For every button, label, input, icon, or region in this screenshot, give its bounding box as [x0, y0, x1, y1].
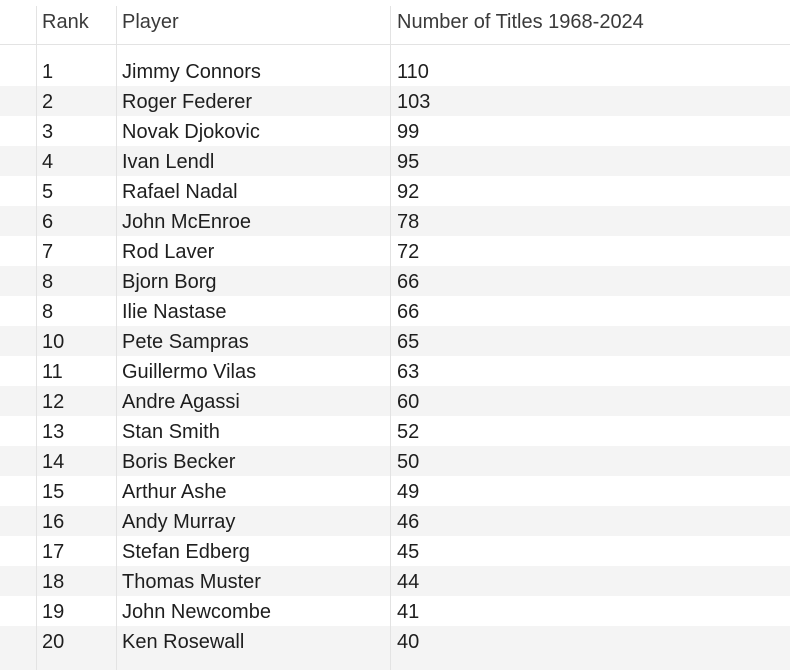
cell-rank: 2	[42, 91, 54, 113]
table-body: 1 Jimmy Connors 110 2 Roger Federer 103 3 Novak…	[0, 56, 790, 670]
column-divider[interactable]	[116, 6, 117, 670]
cell-rank: 1	[42, 61, 54, 83]
cell-titles: 40	[397, 631, 420, 653]
cell-player: Jimmy Connors	[122, 61, 261, 83]
cell-rank: 5	[42, 181, 54, 203]
cell-player: Stan Smith	[122, 421, 220, 443]
cell-titles: 52	[397, 421, 420, 443]
cell-player: Rod Laver	[122, 241, 215, 263]
cell-rank: 12	[42, 391, 65, 413]
cell-player: Guillermo Vilas	[122, 361, 257, 383]
cell-player: John Newcombe	[122, 601, 271, 623]
table-row[interactable]: 3 Novak Djokovic 99	[0, 116, 790, 146]
table-row[interactable]: 4 Ivan Lendl 95	[0, 146, 790, 176]
cell-rank: 10	[42, 331, 65, 353]
cell-titles: 50	[397, 451, 420, 473]
cell-rank: 7	[42, 241, 54, 263]
cell-titles: 49	[397, 481, 420, 503]
cell-player: Ivan Lendl	[122, 151, 215, 173]
cell-titles: 95	[397, 151, 420, 173]
cell-rank: 4	[42, 151, 54, 173]
cell-rank: 8	[42, 271, 54, 293]
cell-player: Thomas Muster	[122, 571, 261, 593]
cell-titles: 66	[397, 301, 420, 323]
cell-rank: 14	[42, 451, 65, 473]
cell-rank: 19	[42, 601, 65, 623]
cell-rank: 20	[42, 631, 65, 653]
cell-rank: 8	[42, 301, 54, 323]
column-header-rank[interactable]: Rank	[42, 11, 89, 33]
table-row[interactable]: 6 John McEnroe 78	[0, 206, 790, 236]
cell-player: Rafael Nadal	[122, 181, 238, 203]
cell-titles: 65	[397, 331, 420, 353]
cell-titles: 92	[397, 181, 420, 203]
table-row[interactable]: 15 Arthur Ashe 49	[0, 476, 790, 506]
cell-titles: 103	[397, 91, 431, 113]
table-row[interactable]: 16 Andy Murray 46	[0, 506, 790, 536]
table-row[interactable]: 12 Andre Agassi 60	[0, 386, 790, 416]
table-row[interactable]: 1 Jimmy Connors 110	[0, 56, 790, 86]
table-row[interactable]: 20 Ken Rosewall 40	[0, 626, 790, 656]
table-row[interactable]: 18 Thomas Muster 44	[0, 566, 790, 596]
column-header-titles[interactable]: Number of Titles 1968-2024	[397, 11, 644, 33]
cell-player: Roger Federer	[122, 91, 253, 113]
cell-player: Pete Sampras	[122, 331, 249, 353]
column-divider[interactable]	[390, 6, 391, 670]
cell-player: Andy Murray	[122, 511, 236, 533]
cell-titles: 72	[397, 241, 420, 263]
table-row[interactable]: 8 Bjorn Borg 66	[0, 266, 790, 296]
table-row[interactable]: 14 Boris Becker 50	[0, 446, 790, 476]
cell-player: Andre Agassi	[122, 391, 240, 413]
cell-titles: 44	[397, 571, 420, 593]
column-divider[interactable]	[36, 6, 37, 670]
cell-titles: 60	[397, 391, 420, 413]
cell-rank: 15	[42, 481, 65, 503]
cell-player: Ken Rosewall	[122, 631, 245, 653]
cell-rank: 3	[42, 121, 54, 143]
table-row[interactable]: 2 Roger Federer 103	[0, 86, 790, 116]
cell-rank: 6	[42, 211, 54, 233]
cell-titles: 78	[397, 211, 420, 233]
cell-rank: 17	[42, 541, 65, 563]
table-row[interactable]: 8 Ilie Nastase 66	[0, 296, 790, 326]
table-row[interactable]: 13 Stan Smith 52	[0, 416, 790, 446]
cell-player: John McEnroe	[122, 211, 251, 233]
cell-titles: 45	[397, 541, 420, 563]
cell-titles: 41	[397, 601, 420, 623]
cell-player: Bjorn Borg	[122, 271, 217, 293]
cell-titles: 66	[397, 271, 420, 293]
cell-rank: 11	[42, 361, 63, 383]
cell-rank: 13	[42, 421, 65, 443]
cell-player: Ilie Nastase	[122, 301, 227, 323]
table-row[interactable]: 19 John Newcombe 41	[0, 596, 790, 626]
cell-titles: 110	[397, 61, 429, 83]
table-row[interactable]: 11 Guillermo Vilas 63	[0, 356, 790, 386]
empty-row	[0, 656, 790, 670]
column-header-player[interactable]: Player	[122, 11, 179, 33]
cell-player: Novak Djokovic	[122, 121, 260, 143]
table-row[interactable]: 5 Rafael Nadal 92	[0, 176, 790, 206]
cell-titles: 63	[397, 361, 420, 383]
cell-player: Stefan Edberg	[122, 541, 250, 563]
table-row[interactable]: 7 Rod Laver 72	[0, 236, 790, 266]
cell-titles: 99	[397, 121, 420, 143]
cell-titles: 46	[397, 511, 420, 533]
table-row[interactable]: 10 Pete Sampras 65	[0, 326, 790, 356]
cell-rank: 18	[42, 571, 65, 593]
cell-player: Boris Becker	[122, 451, 236, 473]
table-header: Rank Player Number of Titles 1968-2024	[0, 0, 790, 45]
table-row[interactable]: 17 Stefan Edberg 45	[0, 536, 790, 566]
cell-rank: 16	[42, 511, 65, 533]
cell-player: Arthur Ashe	[122, 481, 227, 503]
